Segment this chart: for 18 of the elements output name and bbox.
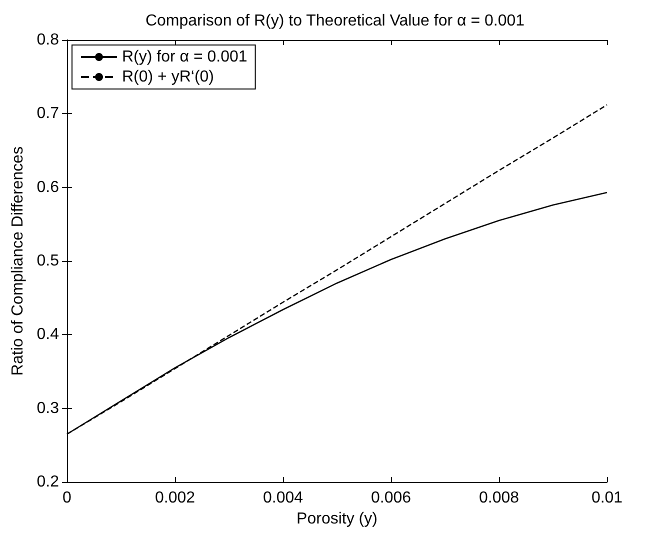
y-tick-label: 0.6 [36,178,60,196]
legend-label: R(0) + yR‘(0) [122,68,214,86]
y-tick-label: 0.3 [36,400,60,417]
y-tick-label: 0.4 [36,326,60,344]
x-axis-title: Porosity (y) [296,510,378,528]
y-tick-label: 0.2 [36,474,60,490]
x-tick-label: 0.002 [154,490,196,506]
x-tick-label: 0 [62,490,72,506]
y-axis-title: Ratio of Compliance Differences [9,146,26,376]
y-tick-label: 0.7 [36,105,60,122]
legend-label: R(y) for α = 0.001 [122,48,248,66]
y-tick-label: 0.5 [36,252,60,270]
x-tick-label: 0.01 [591,490,623,506]
x-tick-label: 0.008 [478,490,520,506]
x-tick-label: 0.006 [370,490,412,506]
x-tick-label: 0.004 [262,490,304,506]
chart-title: Comparison of R(y) to Theoretical Value for α = 0.001 [145,12,525,30]
y-tick-label: 0.8 [36,32,60,48]
